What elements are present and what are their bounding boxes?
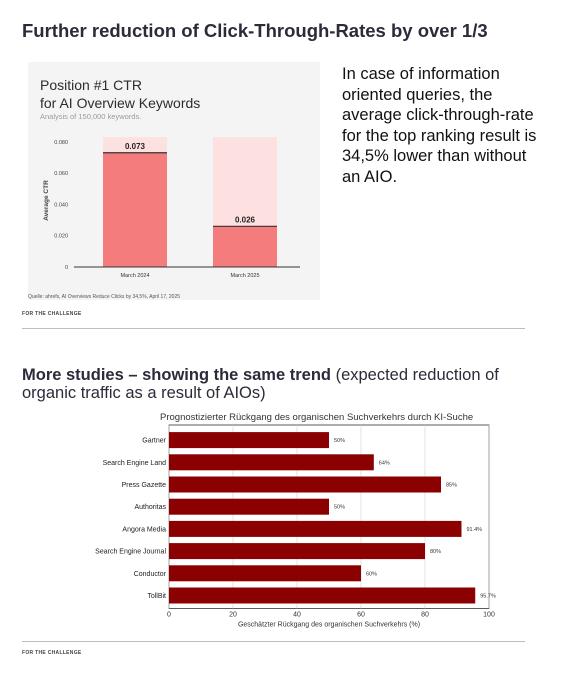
y-tick-label: Search Engine Land xyxy=(103,460,167,467)
y-tick-label: Conductor xyxy=(134,571,167,578)
slide-title: Further reduction of Click-Through-Rates… xyxy=(22,20,488,41)
y-tick-label: Authoritas xyxy=(134,504,166,511)
bar xyxy=(169,520,462,537)
studies-title-rest: (expected reduction of organic traffic a… xyxy=(22,366,499,402)
bar xyxy=(169,432,329,449)
bar xyxy=(169,454,374,471)
bar xyxy=(169,498,329,515)
x-tick-label: 20 xyxy=(229,612,237,619)
data-label: 0.073 xyxy=(125,142,146,151)
y-tick-label: Search Engine Journal xyxy=(95,549,166,556)
data-label: 50% xyxy=(334,438,345,444)
y-tick-label: Angora Media xyxy=(122,526,166,533)
studies-title-bold: More studies – showing the same trend xyxy=(22,366,331,384)
y-tick-label: 0.040 xyxy=(54,202,68,208)
x-tick-label: March 2025 xyxy=(230,273,259,279)
hbar-chart-title: Prognostizierter Rückgang des organische… xyxy=(160,412,474,423)
data-label: 64% xyxy=(379,460,390,466)
slide-divider-bottom xyxy=(22,641,525,642)
x-tick-label: 100 xyxy=(483,612,495,619)
y-tick-label: 0.020 xyxy=(54,234,68,240)
ctr-chart-subtitle: Analysis of 150,000 keywords. xyxy=(40,112,142,121)
source-note: Quelle: ahrefs, AI Overviews Reduce Clic… xyxy=(28,294,181,300)
data-label: 0.026 xyxy=(235,215,256,224)
ctr-chart-title: Position #1 CTR for AI Overview Keywords xyxy=(40,76,200,112)
data-label: 91.4% xyxy=(466,527,482,533)
y-tick-label: 0.060 xyxy=(54,171,68,177)
y-tick-label: Gartner xyxy=(142,438,166,445)
ctr-explanation-text: In case of information oriented queries,… xyxy=(342,65,537,186)
y-tick-label: Press Gazette xyxy=(122,482,166,489)
ctr-chart-title-line2: for AI Overview Keywords xyxy=(40,95,201,111)
footer-label: FOR THE CHALLENGE xyxy=(22,311,82,317)
bar xyxy=(103,152,167,267)
data-label: 80% xyxy=(430,549,441,555)
bar xyxy=(169,565,361,582)
x-tick-label: 0 xyxy=(167,612,171,619)
bar xyxy=(169,476,441,493)
footer-label-bottom: FOR THE CHALLENGE xyxy=(22,650,82,656)
y-tick-label: 0.080 xyxy=(54,140,68,146)
ctr-chart-title-line1: Position #1 CTR xyxy=(40,77,142,93)
x-tick-label: 80 xyxy=(421,612,429,619)
bar xyxy=(169,543,425,560)
ctr-chart-panel: Position #1 CTR for AI Overview Keywords… xyxy=(28,62,320,300)
hbar-chart: 0 20 40 60 80 100 Geschätzter Rückgang des org… xyxy=(95,424,496,629)
data-label: 85% xyxy=(446,483,457,489)
x-axis-label: Geschätzter Rückgang des organischen Suc… xyxy=(238,622,420,629)
x-tick-label: 60 xyxy=(357,612,365,619)
studies-title: More studies – showing the same trend (e… xyxy=(22,366,542,402)
y-axis-label: Average CTR xyxy=(43,180,50,221)
y-tick-label: TollBit xyxy=(147,593,166,600)
bar xyxy=(169,587,476,604)
data-label: 95.7% xyxy=(480,594,496,600)
x-tick-label: 40 xyxy=(293,612,301,619)
ctr-bar-chart: 0 0.020 0.040 0.060 0.080 Average CTR 0.073 Mar… xyxy=(43,137,300,279)
y-tick-label: 0 xyxy=(65,265,68,271)
data-label: 60% xyxy=(366,571,377,577)
bar xyxy=(213,226,277,267)
x-tick-label: March 2024 xyxy=(120,273,149,279)
data-label: 50% xyxy=(334,505,345,511)
slide-divider xyxy=(22,328,525,329)
